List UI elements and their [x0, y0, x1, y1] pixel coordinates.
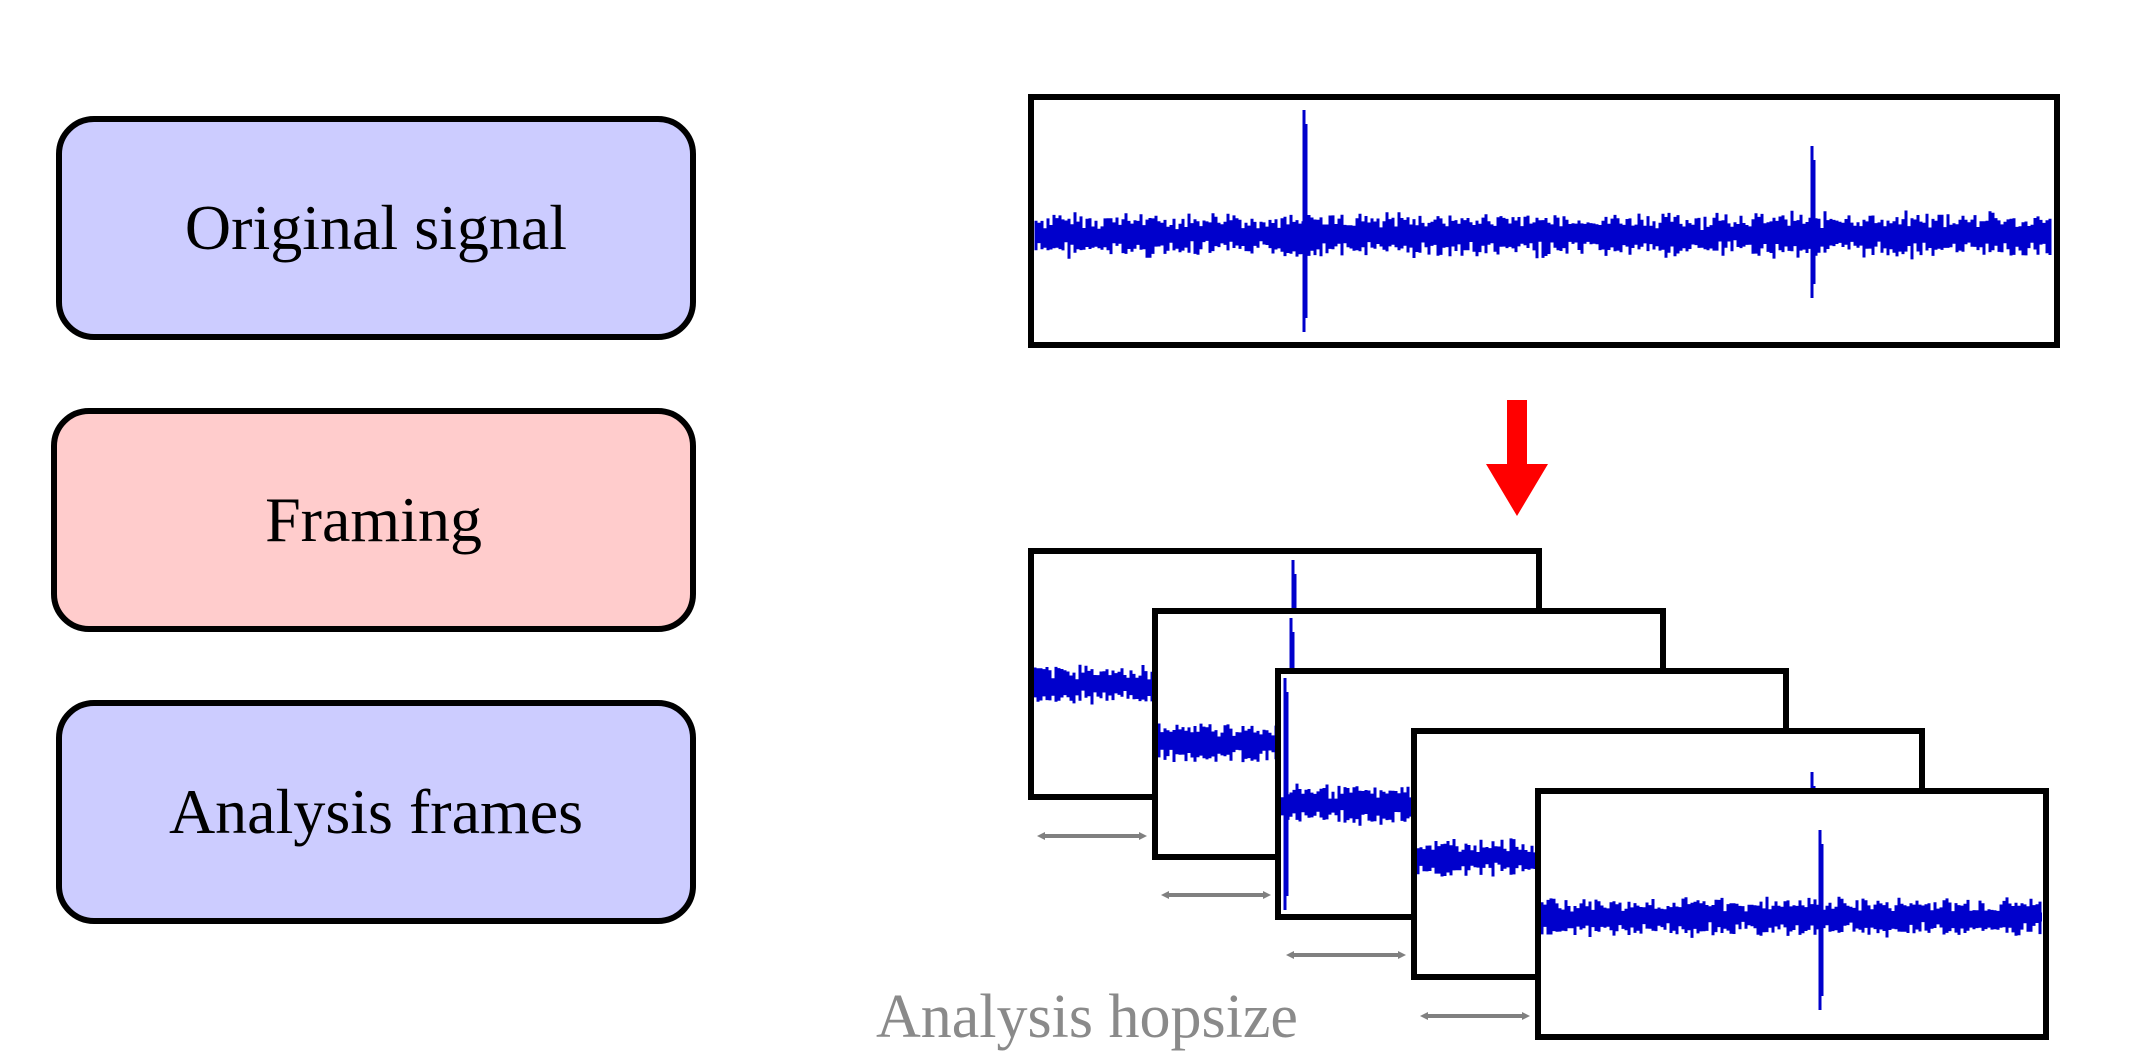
- framing-arrow-icon: [1486, 400, 1548, 516]
- original-waveform-panel: [1028, 94, 2060, 348]
- analysis-frames-box: Analysis frames: [56, 700, 696, 924]
- framing-box: Framing: [51, 408, 696, 632]
- original-signal-box: Original signal: [56, 116, 696, 340]
- analysis-frames-label: Analysis frames: [168, 776, 584, 847]
- analysis-frame-5: [1535, 788, 2049, 1040]
- framing-label: Framing: [265, 484, 482, 555]
- original-signal-label: Original signal: [184, 192, 568, 263]
- analysis-hopsize-label: Analysis hopsize: [876, 983, 1298, 1051]
